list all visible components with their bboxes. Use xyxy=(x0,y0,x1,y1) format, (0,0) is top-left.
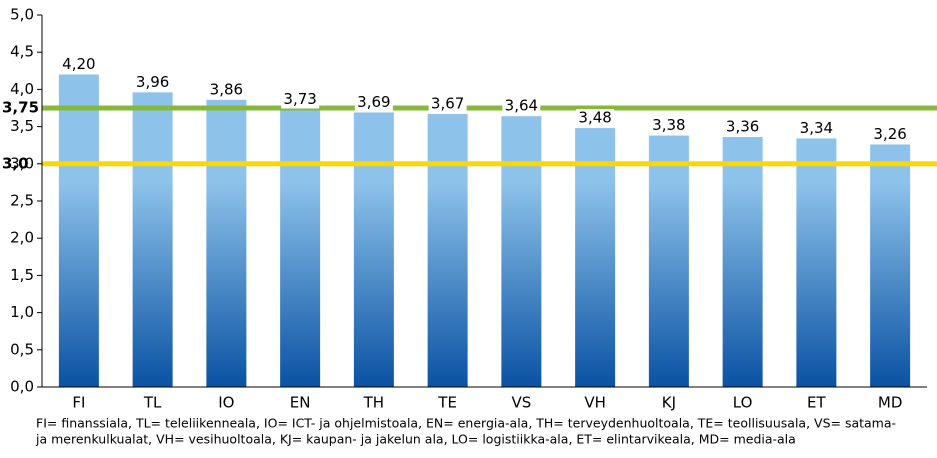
y-tick-label: 5,0 xyxy=(10,6,34,24)
y-tick-label: 1,5 xyxy=(10,266,34,284)
bar xyxy=(58,74,99,388)
note-line: ja merenkulkualat, VH= vesihuoltoala, KJ… xyxy=(35,432,796,447)
label-background xyxy=(576,109,615,128)
data-label: 3,36 xyxy=(726,118,759,136)
label-background xyxy=(354,93,393,112)
bar xyxy=(575,128,616,387)
x-tick-label: EN xyxy=(290,394,311,412)
label-background xyxy=(502,97,541,116)
bar xyxy=(501,116,542,388)
data-label: 3,26 xyxy=(873,125,906,143)
x-tick-label: ET xyxy=(807,394,826,412)
x-tick-label: TE xyxy=(437,394,457,412)
label-background xyxy=(797,119,836,138)
y-tick-label: 2,0 xyxy=(10,229,34,247)
data-label: 3,64 xyxy=(505,97,538,115)
data-label: 3,86 xyxy=(210,80,243,98)
label-background xyxy=(649,116,688,135)
data-label: 3,69 xyxy=(357,93,390,111)
reference-label: 3,0 xyxy=(2,154,29,172)
x-tick-label: TH xyxy=(363,394,384,412)
bar xyxy=(427,113,468,388)
data-label: 4,20 xyxy=(62,55,95,73)
y-tick-label: 0,0 xyxy=(10,378,34,396)
x-tick-label: VS xyxy=(511,394,531,412)
bar xyxy=(870,144,911,387)
data-label: 3,48 xyxy=(578,109,611,127)
note-line: FI= finanssiala, TL= teleliikenneala, IO… xyxy=(36,416,896,431)
data-label: 3,73 xyxy=(283,90,316,108)
bar xyxy=(353,112,394,388)
x-tick-label: TL xyxy=(143,394,162,412)
y-tick-label: 0,5 xyxy=(10,340,34,358)
x-tick-label: LO xyxy=(733,394,753,412)
reference-label: 3,75 xyxy=(2,99,39,117)
y-tick-label: 2,5 xyxy=(10,192,34,210)
y-tick-label: 3,5 xyxy=(10,117,34,135)
label-background xyxy=(871,125,910,144)
label-background xyxy=(723,118,762,137)
data-label: 3,34 xyxy=(800,119,833,137)
bar xyxy=(206,99,247,387)
data-label: 3,38 xyxy=(652,116,685,134)
y-tick-label: 1,0 xyxy=(10,303,34,321)
x-tick-label: MD xyxy=(878,394,903,412)
label-background xyxy=(59,55,98,74)
data-label: 3,67 xyxy=(431,94,464,112)
bar xyxy=(722,137,763,387)
x-tick-label: VH xyxy=(584,394,606,412)
bar xyxy=(132,92,173,387)
x-tick-label: FI xyxy=(72,394,85,412)
x-tick-label: KJ xyxy=(662,394,676,412)
data-label: 3,96 xyxy=(136,73,169,91)
y-tick-label: 4,5 xyxy=(10,43,34,61)
y-tick-label: 4,0 xyxy=(10,80,34,98)
bar xyxy=(280,109,321,387)
y-tick-label: 3,0 xyxy=(10,154,34,172)
label-background xyxy=(281,90,320,109)
bar xyxy=(796,138,837,387)
label-background xyxy=(428,94,467,113)
bar xyxy=(648,135,689,387)
label-background xyxy=(207,80,246,99)
x-tick-label: IO xyxy=(218,394,234,412)
label-background xyxy=(133,73,172,92)
